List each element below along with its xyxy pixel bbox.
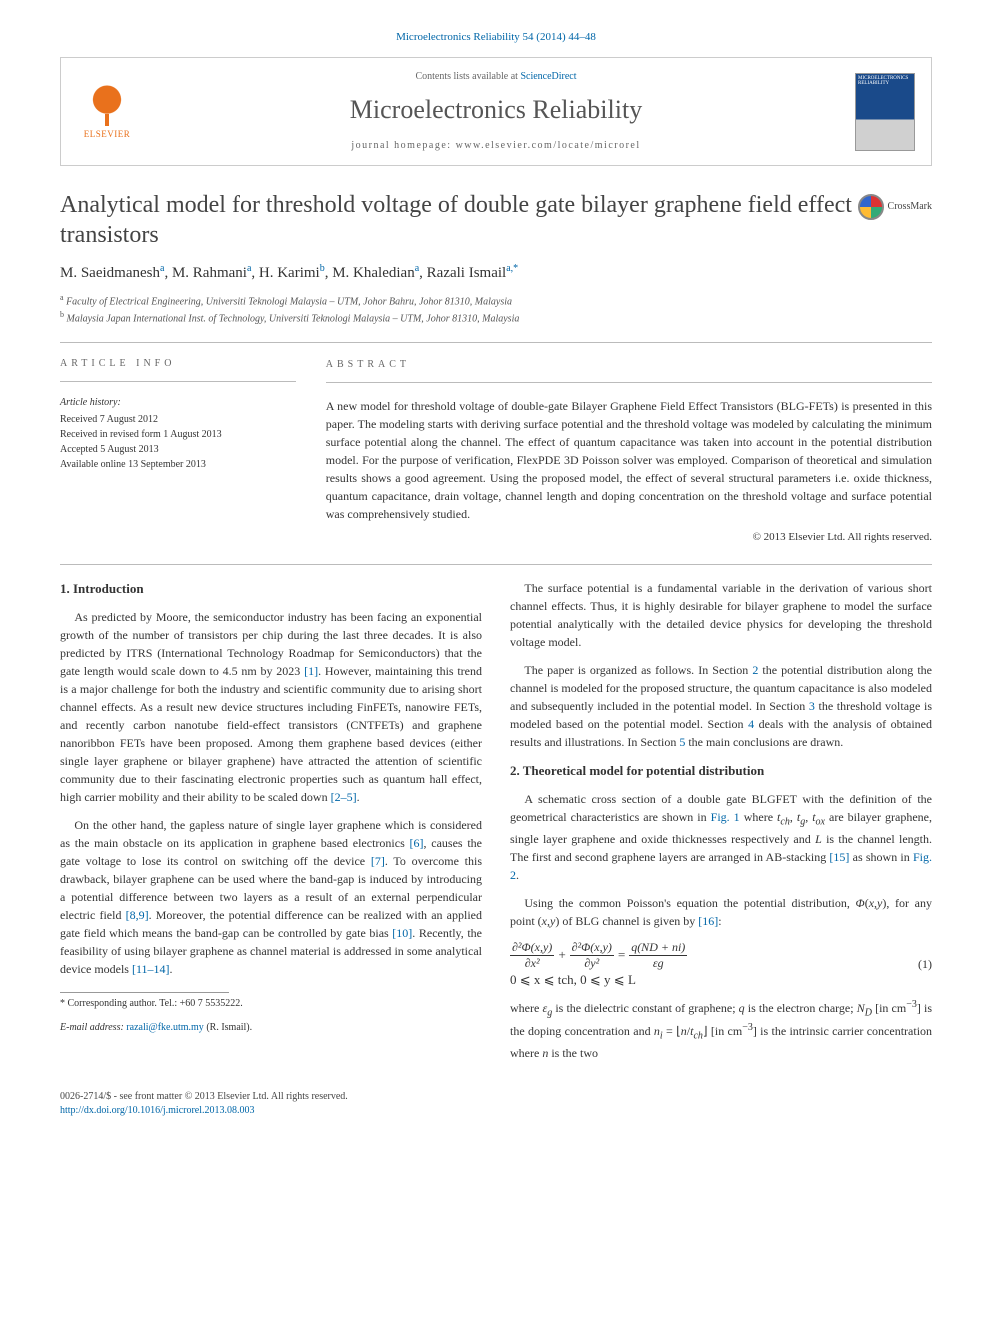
- cover-thumb-title: MICROELECTRONICS RELIABILITY: [858, 76, 912, 87]
- ref-1[interactable]: [1]: [304, 664, 318, 678]
- sciencedirect-link[interactable]: ScienceDirect: [520, 71, 576, 82]
- history-received: Received 7 August 2012: [60, 412, 296, 427]
- contents-line: Contents lists available at ScienceDirec…: [137, 70, 855, 84]
- equation-1-body: ∂²Φ(x,y)∂x² + ∂²Φ(x,y)∂y² = q(ND + ni)εg…: [510, 940, 908, 989]
- email-link[interactable]: razali@fke.utm.my: [126, 1022, 204, 1033]
- header-center: Contents lists available at ScienceDirec…: [137, 70, 855, 152]
- affiliation-a: a Faculty of Electrical Engineering, Uni…: [60, 292, 932, 309]
- affiliation-a-text: Faculty of Electrical Engineering, Unive…: [66, 296, 512, 307]
- eq-constraints: 0 ⩽ x ⩽ tch, 0 ⩽ y ⩽ L: [510, 972, 636, 987]
- corresponding-marker: *: [513, 263, 518, 274]
- ref-7[interactable]: [7]: [371, 854, 385, 868]
- ref-fig1[interactable]: Fig. 1: [711, 810, 740, 824]
- section-2-heading: 2. Theoretical model for potential distr…: [510, 761, 932, 781]
- author-4: M. Khaledian: [332, 265, 414, 281]
- author-5: Razali Ismail: [427, 265, 507, 281]
- affiliation-b: b Malaysia Japan International Inst. of …: [60, 309, 932, 326]
- author-3: H. Karimi: [259, 265, 320, 281]
- affiliations: a Faculty of Electrical Engineering, Uni…: [60, 292, 932, 327]
- article-title: Analytical model for threshold voltage o…: [60, 190, 932, 250]
- email-name: (R. Ismail).: [204, 1022, 252, 1033]
- crossmark-label: CrossMark: [888, 200, 932, 214]
- author-1-aff: a: [160, 263, 164, 274]
- author-2-aff: a: [247, 263, 251, 274]
- affiliation-b-text: Malaysia Japan International Inst. of Te…: [67, 313, 520, 324]
- rule-info: [60, 381, 296, 382]
- abstract-text: A new model for threshold voltage of dou…: [326, 397, 932, 523]
- ref-8-9[interactable]: [8,9]: [126, 908, 149, 922]
- homepage-line: journal homepage: www.elsevier.com/locat…: [137, 139, 855, 153]
- s2-para-2: Using the common Poisson's equation the …: [510, 894, 932, 930]
- footnote-email: E-mail address: razali@fke.utm.my (R. Is…: [60, 1021, 482, 1035]
- footer-block: 0026-2714/$ - see front matter © 2013 El…: [60, 1090, 932, 1118]
- s1-para-2: On the other hand, the gapless nature of…: [60, 816, 482, 978]
- history-online: Available online 13 September 2013: [60, 457, 296, 472]
- eq-num-2: ∂²Φ(x,y): [570, 940, 614, 957]
- s1-para-3: The surface potential is a fundamental v…: [510, 579, 932, 651]
- homepage-url[interactable]: www.elsevier.com/locate/microrel: [456, 140, 641, 151]
- ref-sec5[interactable]: 5: [679, 735, 685, 749]
- eq-den-2: ∂y²: [570, 956, 614, 972]
- rule-below-abstract: [60, 564, 932, 565]
- journal-name: Microelectronics Reliability: [137, 92, 855, 128]
- journal-cover-thumb: MICROELECTRONICS RELIABILITY: [855, 73, 915, 151]
- s1-para-1: As predicted by Moore, the semiconductor…: [60, 608, 482, 806]
- ref-6[interactable]: [6]: [410, 836, 424, 850]
- history-accepted: Accepted 5 August 2013: [60, 442, 296, 457]
- abstract-label: ABSTRACT: [326, 357, 932, 372]
- ref-sec2[interactable]: 2: [752, 663, 758, 677]
- ref-11-14[interactable]: [11–14]: [132, 962, 170, 976]
- s2-para-1: A schematic cross section of a double ga…: [510, 790, 932, 883]
- section-1-heading: 1. Introduction: [60, 579, 482, 599]
- email-label: E-mail address:: [60, 1022, 126, 1033]
- crossmark-icon: [858, 194, 884, 220]
- author-1: M. Saeidmanesh: [60, 265, 160, 281]
- eq-num-1: ∂²Φ(x,y): [510, 940, 554, 957]
- article-info-block: ARTICLE INFO Article history: Received 7…: [60, 357, 296, 546]
- contents-prefix: Contents lists available at: [415, 71, 520, 82]
- footer-doi[interactable]: http://dx.doi.org/10.1016/j.microrel.201…: [60, 1104, 932, 1118]
- ref-fig2[interactable]: Fig. 2: [510, 850, 932, 882]
- equation-1: ∂²Φ(x,y)∂x² + ∂²Φ(x,y)∂y² = q(ND + ni)εg…: [510, 940, 932, 989]
- footer-copyright: 0026-2714/$ - see front matter © 2013 El…: [60, 1090, 932, 1104]
- history-label: Article history:: [60, 396, 296, 410]
- footnote-rule: [60, 992, 229, 993]
- elsevier-tree-icon: [85, 82, 129, 126]
- abstract-block: ABSTRACT A new model for threshold volta…: [326, 357, 932, 546]
- rule-above-abstract: [60, 342, 932, 343]
- s2-para-3: where εg is the dielectric constant of g…: [510, 997, 932, 1062]
- equation-1-number: (1): [918, 955, 932, 973]
- ref-sec3[interactable]: 3: [809, 699, 815, 713]
- info-abstract-row: ARTICLE INFO Article history: Received 7…: [60, 357, 932, 546]
- journal-header-box: ELSEVIER Contents lists available at Sci…: [60, 57, 932, 165]
- ref-16[interactable]: [16]: [698, 914, 718, 928]
- author-2: M. Rahmani: [172, 265, 247, 281]
- citation-header: Microelectronics Reliability 54 (2014) 4…: [60, 30, 932, 45]
- history-revised: Received in revised form 1 August 2013: [60, 427, 296, 442]
- abstract-copyright: © 2013 Elsevier Ltd. All rights reserved…: [326, 529, 932, 546]
- author-3-aff: b: [320, 263, 325, 274]
- ref-10[interactable]: [10]: [392, 926, 412, 940]
- eq-den-3: εg: [629, 956, 687, 972]
- ref-15[interactable]: [15]: [829, 850, 849, 864]
- homepage-prefix: journal homepage:: [351, 140, 455, 151]
- eq-num-3: q(ND + ni): [629, 940, 687, 957]
- eq-den-1: ∂x²: [510, 956, 554, 972]
- crossmark-badge[interactable]: CrossMark: [858, 194, 932, 220]
- footnote-corresponding: * Corresponding author. Tel.: +60 7 5535…: [60, 997, 482, 1011]
- ref-sec4[interactable]: 4: [748, 717, 754, 731]
- elsevier-logo: ELSEVIER: [77, 82, 137, 141]
- s1-para-4: The paper is organized as follows. In Se…: [510, 661, 932, 751]
- article-info-label: ARTICLE INFO: [60, 357, 296, 371]
- authors-line: M. Saeidmanesha, M. Rahmania, H. Karimib…: [60, 262, 932, 284]
- author-4-aff: a: [415, 263, 419, 274]
- ref-2-5[interactable]: [2–5]: [331, 790, 357, 804]
- elsevier-text: ELSEVIER: [84, 128, 131, 141]
- body-two-column: 1. Introduction As predicted by Moore, t…: [60, 579, 932, 1072]
- rule-abstract: [326, 382, 932, 383]
